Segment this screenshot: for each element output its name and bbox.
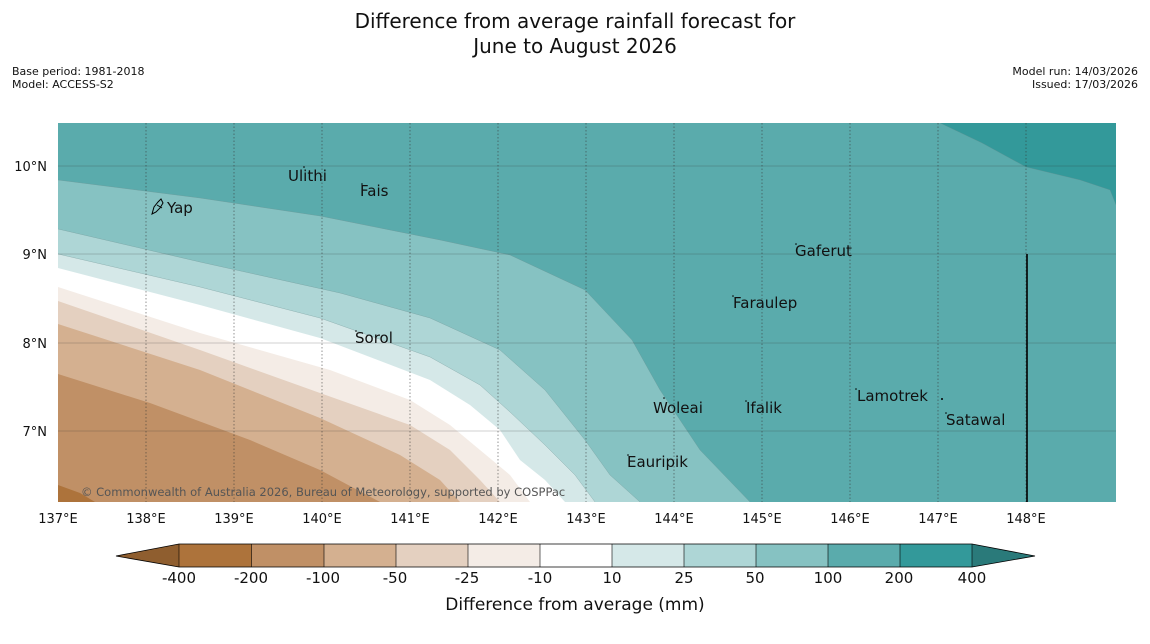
lon-label-141e: 141°E (390, 512, 430, 527)
lon-label-144e: 144°E (654, 512, 694, 527)
yap-island-shape (151, 198, 164, 215)
issued-date: Issued: 17/03/2026 (1031, 78, 1138, 91)
graticule (145, 123, 1027, 502)
lon-label-137e: 137°E (38, 512, 78, 527)
lon-label-140e: 140°E (302, 512, 342, 527)
lon-axis-labels: 137°E 138°E 139°E 140°E 141°E 142°E 143°… (38, 512, 1046, 527)
cb-tick-m50: -50 (383, 569, 408, 587)
place-yap: Yap (166, 199, 193, 217)
band-minus400-minus200 (58, 485, 95, 502)
place-labels: Ulithi Fais Yap Gaferut Faraulep Sorol W… (166, 167, 1005, 471)
place-woleai: Woleai (653, 399, 703, 417)
lon-label-143e: 143°E (566, 512, 606, 527)
cb-tick-m200: -200 (234, 569, 268, 587)
lon-label-145e: 145°E (742, 512, 782, 527)
cb-tick-p25: 25 (674, 569, 693, 587)
gaferut-dot (795, 243, 797, 245)
colorbar-seg-m10-p10 (540, 544, 612, 567)
faraulep-dot (732, 295, 734, 297)
title-line-2: June to August 2026 (473, 34, 677, 58)
place-fais: Fais (360, 182, 389, 200)
place-satawal: Satawal (946, 411, 1005, 429)
cb-tick-p400: 400 (958, 569, 987, 587)
colorbar-seg-m25-m10 (468, 544, 540, 567)
copyright-text: © Commonwealth of Australia 2026, Bureau… (81, 485, 565, 499)
place-ulithi: Ulithi (288, 167, 327, 185)
cb-tick-m10: -10 (528, 569, 553, 587)
cb-tick-m25: -25 (455, 569, 480, 587)
colorbar-seg-p100-p200 (828, 544, 900, 567)
lon-label-146e: 146°E (830, 512, 870, 527)
lat-label-7n: 7°N (23, 425, 48, 440)
lon-label-138e: 138°E (126, 512, 166, 527)
lon-label-142e: 142°E (478, 512, 518, 527)
colorbar-seg-m400-m200 (179, 544, 252, 567)
cb-tick-p100: 100 (814, 569, 843, 587)
woleai-dot (663, 397, 665, 399)
colorbar-extend-high (972, 544, 1035, 567)
place-sorol: Sorol (355, 329, 393, 347)
colorbar-seg-p25-p50 (684, 544, 756, 567)
map-area: Ulithi Fais Yap Gaferut Faraulep Sorol W… (58, 123, 1116, 502)
place-ifalik: Ifalik (746, 399, 782, 417)
colorbar: -400 -200 -100 -50 -25 -10 10 25 50 100 … (115, 543, 1036, 615)
lat-label-10n: 10°N (14, 160, 47, 175)
lat-label-8n: 8°N (23, 337, 48, 352)
meta-right: Model run: 14/03/2026 Issued: 17/03/2026 (1012, 65, 1138, 91)
cb-tick-p200: 200 (885, 569, 914, 587)
eauripik-dot (627, 454, 629, 456)
colorbar-seg-m100-m50 (324, 544, 396, 567)
lat-axis-labels: 10°N 9°N 8°N 7°N (14, 160, 47, 440)
colorbar-extend-low (116, 544, 179, 567)
chart-title: Difference from average rainfall forecas… (0, 9, 1150, 59)
lon-label-148e: 148°E (1006, 512, 1046, 527)
cb-tick-p50: 50 (745, 569, 764, 587)
colorbar-seg-p50-p100 (756, 544, 828, 567)
fais-dot (361, 183, 363, 185)
parallels (58, 165, 1116, 432)
sorol-dot (355, 330, 357, 332)
cb-tick-m400: -400 (162, 569, 196, 587)
colorbar-seg-p10-p25 (612, 544, 684, 567)
lat-label-9n: 9°N (23, 248, 48, 263)
lon-label-147e: 147°E (918, 512, 958, 527)
base-period: Base period: 1981-2018 (12, 65, 145, 78)
place-faraulep: Faraulep (733, 294, 797, 312)
band-minus200-minus100 (58, 374, 380, 502)
model-run: Model run: 14/03/2026 (1012, 65, 1138, 78)
contour-lines (58, 123, 1116, 502)
ulithi-dot (303, 166, 305, 168)
satawal-dot (945, 412, 947, 414)
place-gaferut: Gaferut (795, 242, 852, 260)
ifalik-dot (745, 400, 747, 402)
colorbar-seg-p200-p400 (900, 544, 972, 567)
place-eauripik: Eauripik (627, 453, 688, 471)
lamotrek-dot (855, 388, 857, 390)
lon-label-139e: 139°E (214, 512, 254, 527)
colorbar-dividers (178, 544, 973, 567)
colorbar-seg-m50-m25 (396, 544, 468, 567)
lamotrek-dot-2 (941, 398, 943, 400)
colorbar-title: Difference from average (mm) (445, 595, 704, 615)
model-name: Model: ACCESS-S2 (12, 78, 114, 91)
island-markers (303, 166, 947, 456)
colorbar-seg-m200-m100 (251, 544, 324, 567)
band-200-400 (940, 123, 1116, 205)
title-line-1: Difference from average rainfall forecas… (354, 9, 796, 33)
colorbar-ticks: -400 -200 -100 -50 -25 -10 10 25 50 100 … (162, 569, 986, 587)
cb-tick-p10: 10 (602, 569, 621, 587)
cb-tick-m100: -100 (306, 569, 340, 587)
place-lamotrek: Lamotrek (857, 387, 928, 405)
meta-left: Base period: 1981-2018 Model: ACCESS-S2 (12, 65, 144, 91)
